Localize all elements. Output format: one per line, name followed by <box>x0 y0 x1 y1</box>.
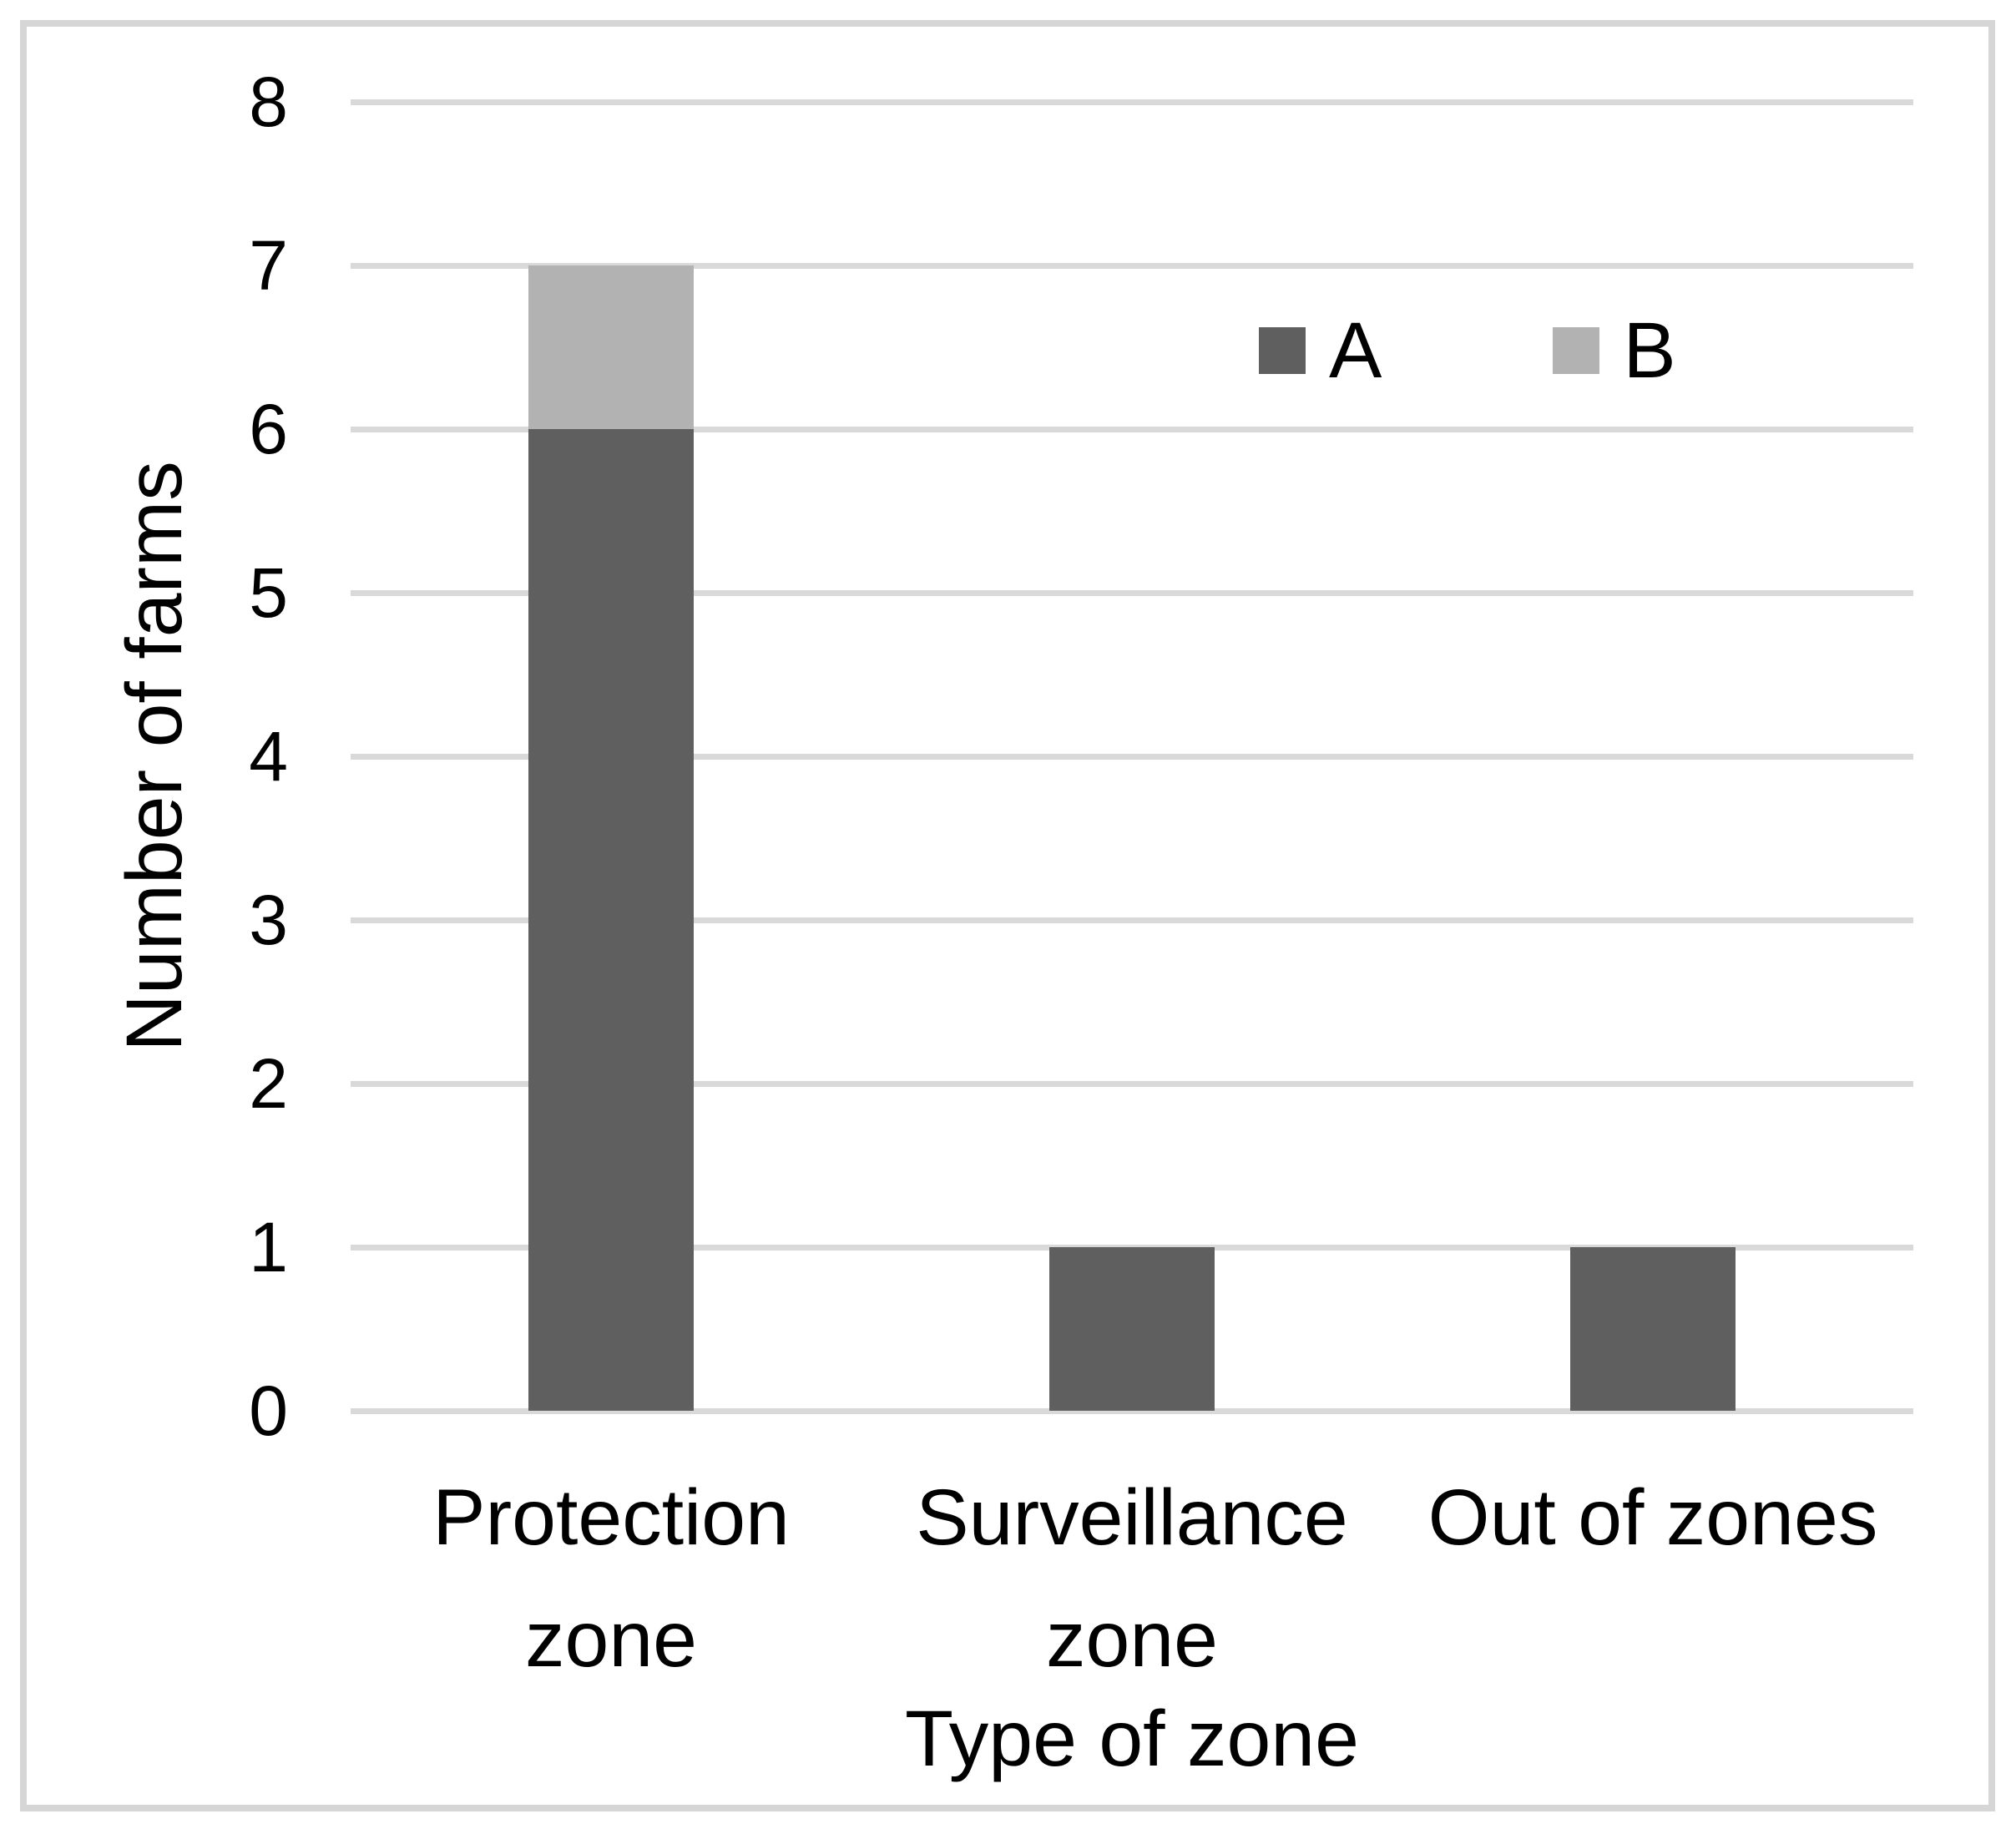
x-category-label: Protection zone <box>432 1473 790 1684</box>
chart-border-frame <box>20 20 1995 1811</box>
y-tick-label: 1 <box>249 1208 288 1286</box>
bar-segment-a <box>1049 1247 1215 1411</box>
gridline <box>351 590 1913 596</box>
x-category-label: Out of zones <box>1427 1473 1878 1562</box>
gridline <box>351 1081 1913 1087</box>
y-tick-label: 4 <box>249 717 288 796</box>
y-axis-title: Number of farms <box>109 461 199 1052</box>
bar-segment-a <box>1570 1247 1736 1411</box>
y-tick-label: 0 <box>249 1372 288 1450</box>
bar-segment-a <box>528 429 694 1411</box>
legend-item-a: A <box>1259 302 1382 399</box>
legend-label: A <box>1329 306 1382 395</box>
legend-swatch-b <box>1553 327 1600 374</box>
y-tick-label: 6 <box>249 390 288 468</box>
y-tick-label: 7 <box>249 226 288 305</box>
legend-swatch-a <box>1259 327 1306 374</box>
bar-segment-b <box>528 265 694 429</box>
y-tick-label: 5 <box>249 553 288 632</box>
gridline <box>351 754 1913 760</box>
y-tick-label: 8 <box>249 63 288 141</box>
legend-item-b: B <box>1553 302 1676 399</box>
gridline <box>351 99 1913 105</box>
gridline <box>351 263 1913 269</box>
gridline <box>351 917 1913 923</box>
gridline <box>351 427 1913 432</box>
y-tick-label: 3 <box>249 881 288 959</box>
x-axis-title: Type of zone <box>905 1695 1359 1783</box>
gridline <box>351 1408 1913 1414</box>
y-tick-label: 2 <box>249 1044 288 1123</box>
legend-label: B <box>1623 306 1676 395</box>
x-category-label: Surveillance zone <box>916 1473 1348 1684</box>
